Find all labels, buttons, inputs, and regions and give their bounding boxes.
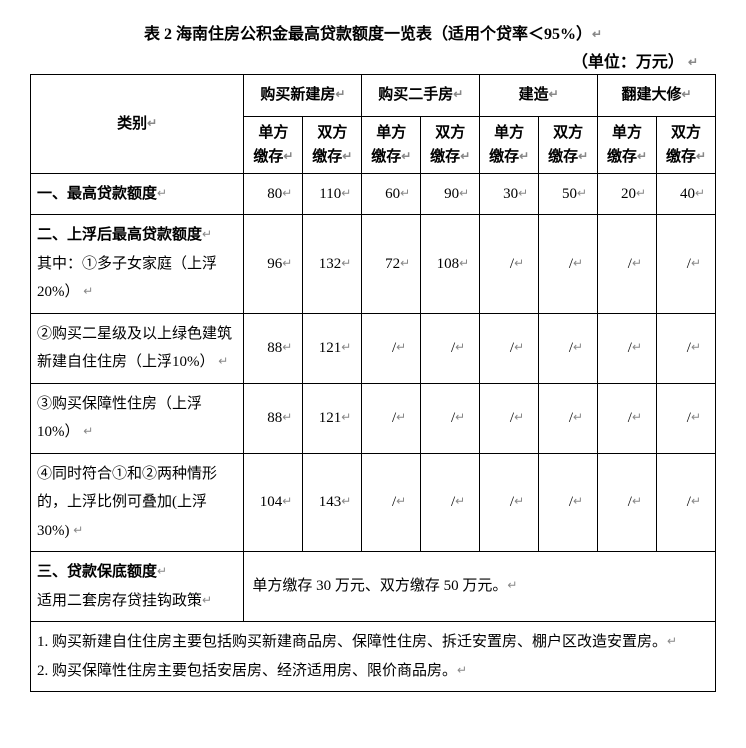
data-cell: /↵ xyxy=(657,313,716,383)
data-cell: /↵ xyxy=(539,215,598,314)
data-cell: /↵ xyxy=(539,383,598,453)
data-cell: /↵ xyxy=(657,215,716,314)
category-cell: ④同时符合①和②两种情形的，上浮比例可叠加(上浮 30%) ↵ xyxy=(31,453,244,552)
header-group-1: 购买二手房↵ xyxy=(362,75,480,117)
marker: ↵ xyxy=(147,116,157,130)
unit-line: （单位：万元） ↵ xyxy=(30,48,716,72)
hg2: 建造 xyxy=(519,87,549,103)
data-cell: 104↵ xyxy=(244,453,303,552)
header-group-3: 翻建大修↵ xyxy=(598,75,716,117)
table-header: 类别↵ 购买新建房↵ 购买二手房↵ 建造↵ 翻建大修↵ 单方缴存↵双方缴存↵单方… xyxy=(31,75,716,174)
header-sub: 单方缴存↵ xyxy=(598,116,657,173)
title-text: 表 2 海南住房公积金最高贷款额度一览表（适用个贷率＜95%） xyxy=(144,26,592,43)
data-cell: /↵ xyxy=(421,453,480,552)
header-category: 类别↵ xyxy=(31,75,244,174)
footnotes: 1. 购买新建自住住房主要包括购买新建商品房、保障性住房、拆迁安置房、棚户区改造… xyxy=(30,622,716,692)
marker: ↵ xyxy=(592,27,602,41)
data-cell: 40↵ xyxy=(657,173,716,215)
table-row: 一、最高贷款额度↵80↵110↵60↵90↵30↵50↵20↵40↵ xyxy=(31,173,716,215)
data-cell: 121↵ xyxy=(303,383,362,453)
data-cell: /↵ xyxy=(598,383,657,453)
data-cell: /↵ xyxy=(539,453,598,552)
marker: ↵ xyxy=(335,87,345,101)
data-cell: /↵ xyxy=(421,313,480,383)
header-category-text: 类别 xyxy=(117,116,147,132)
category-cell: 二、上浮后最高贷款额度↵其中：①多子女家庭（上浮 20%） ↵ xyxy=(31,215,244,314)
data-cell: 88↵ xyxy=(244,313,303,383)
data-cell: 96↵ xyxy=(244,215,303,314)
table-row: 二、上浮后最高贷款额度↵其中：①多子女家庭（上浮 20%） ↵96↵132↵72… xyxy=(31,215,716,314)
data-cell: /↵ xyxy=(480,215,539,314)
data-cell: 110↵ xyxy=(303,173,362,215)
data-cell: 20↵ xyxy=(598,173,657,215)
header-sub: 单方缴存↵ xyxy=(244,116,303,173)
hg0: 购买新建房 xyxy=(260,87,335,103)
data-cell: 80↵ xyxy=(244,173,303,215)
table-body: 一、最高贷款额度↵80↵110↵60↵90↵30↵50↵20↵40↵二、上浮后最… xyxy=(31,173,716,622)
category-cell: ③购买保障性住房（上浮10%） ↵ xyxy=(31,383,244,453)
header-sub: 双方缴存↵ xyxy=(303,116,362,173)
data-cell: 88↵ xyxy=(244,383,303,453)
category-cell: 三、贷款保底额度↵适用二套房存贷挂钩政策↵ xyxy=(31,552,244,622)
unit-text: （单位：万元） xyxy=(572,54,684,71)
table-row: ②购买二星级及以上绿色建筑新建自住住房（上浮10%） ↵88↵121↵/↵/↵/… xyxy=(31,313,716,383)
table-row: ④同时符合①和②两种情形的，上浮比例可叠加(上浮 30%) ↵104↵143↵/… xyxy=(31,453,716,552)
header-group-0: 购买新建房↵ xyxy=(244,75,362,117)
data-cell: /↵ xyxy=(362,383,421,453)
data-cell: /↵ xyxy=(362,313,421,383)
header-sub: 双方缴存↵ xyxy=(421,116,480,173)
category-cell: 一、最高贷款额度↵ xyxy=(31,173,244,215)
header-sub: 单方缴存↵ xyxy=(362,116,421,173)
data-cell: /↵ xyxy=(598,215,657,314)
marker: ↵ xyxy=(549,87,559,101)
data-cell: 108↵ xyxy=(421,215,480,314)
header-sub: 单方缴存↵ xyxy=(480,116,539,173)
data-cell: /↵ xyxy=(598,453,657,552)
merged-note-cell: 单方缴存 30 万元、双方缴存 50 万元。↵ xyxy=(244,552,716,622)
loan-limit-table: 类别↵ 购买新建房↵ 购买二手房↵ 建造↵ 翻建大修↵ 单方缴存↵双方缴存↵单方… xyxy=(30,74,716,622)
data-cell: 121↵ xyxy=(303,313,362,383)
marker: ↵ xyxy=(688,55,698,69)
data-cell: /↵ xyxy=(480,313,539,383)
data-cell: 30↵ xyxy=(480,173,539,215)
data-cell: 50↵ xyxy=(539,173,598,215)
header-sub: 双方缴存↵ xyxy=(539,116,598,173)
table-title: 表 2 海南住房公积金最高贷款额度一览表（适用个贷率＜95%）↵ xyxy=(30,20,716,44)
data-cell: 72↵ xyxy=(362,215,421,314)
data-cell: /↵ xyxy=(539,313,598,383)
data-cell: /↵ xyxy=(598,313,657,383)
category-cell: ②购买二星级及以上绿色建筑新建自住住房（上浮10%） ↵ xyxy=(31,313,244,383)
data-cell: /↵ xyxy=(657,383,716,453)
data-cell: 60↵ xyxy=(362,173,421,215)
data-cell: /↵ xyxy=(480,383,539,453)
table-row: 三、贷款保底额度↵适用二套房存贷挂钩政策↵单方缴存 30 万元、双方缴存 50 … xyxy=(31,552,716,622)
header-group-2: 建造↵ xyxy=(480,75,598,117)
data-cell: /↵ xyxy=(480,453,539,552)
hg1: 购买二手房 xyxy=(378,87,453,103)
data-cell: /↵ xyxy=(657,453,716,552)
marker: ↵ xyxy=(453,87,463,101)
data-cell: /↵ xyxy=(362,453,421,552)
marker: ↵ xyxy=(682,87,692,101)
data-cell: 132↵ xyxy=(303,215,362,314)
table-row: ③购买保障性住房（上浮10%） ↵88↵121↵/↵/↵/↵/↵/↵/↵ xyxy=(31,383,716,453)
header-sub: 双方缴存↵ xyxy=(657,116,716,173)
hg3: 翻建大修 xyxy=(622,87,682,103)
data-cell: 143↵ xyxy=(303,453,362,552)
data-cell: /↵ xyxy=(421,383,480,453)
data-cell: 90↵ xyxy=(421,173,480,215)
